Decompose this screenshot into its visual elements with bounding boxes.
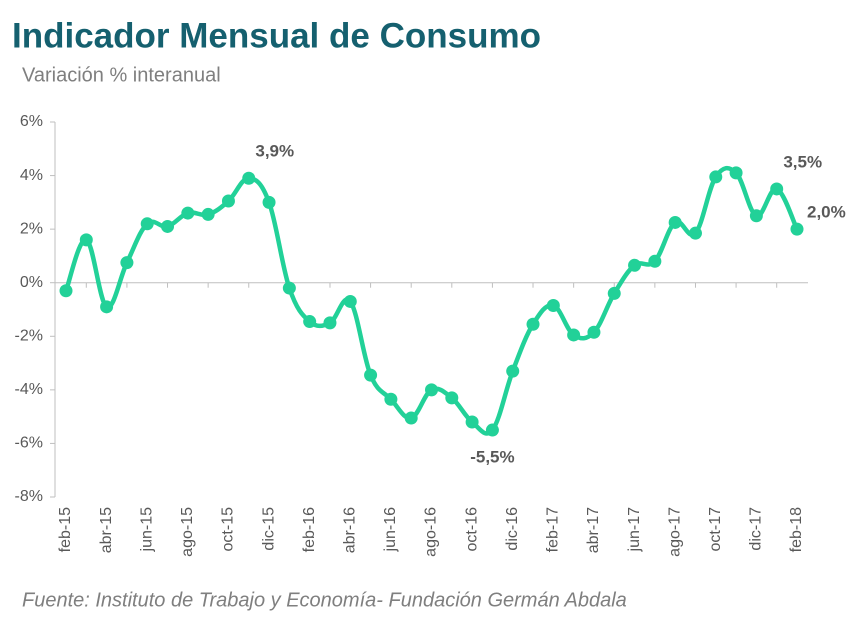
data-point: [648, 254, 662, 268]
x-tick-label: ago-17: [666, 507, 683, 557]
data-point: [729, 166, 743, 180]
data-point: [181, 206, 195, 220]
data-point: [790, 222, 804, 236]
x-tick-label: oct-17: [707, 507, 724, 552]
chart-title: Indicador Mensual de Consumo: [12, 16, 541, 55]
x-tick-label: feb-15: [57, 507, 74, 552]
x-tick-label: jun-17: [626, 507, 643, 553]
x-tick-label: oct-15: [220, 507, 237, 552]
data-point: [546, 298, 560, 312]
x-tick-label: ago-15: [179, 507, 196, 557]
data-point: [526, 317, 540, 331]
data-point: [709, 170, 723, 184]
y-tick-label: 4%: [20, 167, 43, 184]
y-tick-label: -2%: [15, 328, 43, 345]
data-point: [262, 195, 276, 209]
data-label: 3,5%: [783, 152, 822, 171]
source-note: Fuente: Instituto de Trabajo y Economía-…: [22, 589, 627, 611]
data-point: [770, 182, 784, 196]
data-label: -5,5%: [470, 448, 514, 467]
data-point: [161, 219, 175, 233]
data-point: [303, 315, 317, 329]
y-tick-label: 0%: [20, 274, 43, 291]
y-tick-label: 6%: [20, 113, 43, 130]
data-label: 2,0%: [807, 203, 846, 222]
x-tick-label: jun-16: [382, 507, 399, 553]
data-point: [140, 217, 154, 231]
x-tick-label: feb-18: [788, 507, 805, 552]
y-tick-label: -4%: [15, 381, 43, 398]
y-tick-label: -6%: [15, 435, 43, 452]
data-point: [425, 383, 438, 397]
x-tick-label: feb-17: [545, 507, 562, 552]
x-tick-label: ago-16: [423, 507, 440, 557]
data-point: [120, 256, 134, 270]
data-point: [404, 411, 418, 425]
x-tick-label: abr-17: [585, 507, 602, 553]
x-tick-label: feb-16: [301, 507, 318, 552]
data-point: [221, 194, 235, 208]
y-tick-label: 2%: [20, 220, 43, 237]
data-point: [201, 207, 215, 221]
data-point: [465, 415, 479, 429]
data-point: [79, 233, 93, 247]
data-point: [364, 368, 378, 382]
data-point: [749, 209, 763, 223]
x-tick-label: abr-15: [98, 507, 115, 553]
data-point: [668, 215, 682, 229]
chart-subtitle: Variación % interanual: [22, 64, 221, 86]
x-tick-label: dic-15: [260, 507, 277, 551]
data-point: [485, 423, 499, 437]
x-tick-label: jun-15: [138, 507, 155, 553]
data-point: [688, 226, 702, 240]
x-tick-label: dic-17: [748, 507, 765, 551]
x-tick-label: dic-16: [504, 507, 521, 551]
data-point: [628, 258, 642, 272]
data-point: [343, 294, 357, 308]
data-point: [607, 286, 621, 300]
data-point: [100, 300, 114, 314]
data-point: [506, 364, 520, 378]
data-point: [242, 171, 256, 185]
x-tick-label: oct-16: [463, 507, 480, 552]
x-tick-label: abr-16: [341, 507, 358, 553]
data-label: 3,9%: [255, 142, 294, 161]
data-point: [587, 325, 601, 339]
y-tick-label: -8%: [15, 488, 43, 505]
data-point: [445, 391, 459, 405]
data-point: [323, 316, 337, 330]
data-point: [282, 281, 296, 295]
data-point: [384, 392, 398, 406]
data-point: [59, 284, 73, 298]
data-point: [567, 328, 581, 342]
